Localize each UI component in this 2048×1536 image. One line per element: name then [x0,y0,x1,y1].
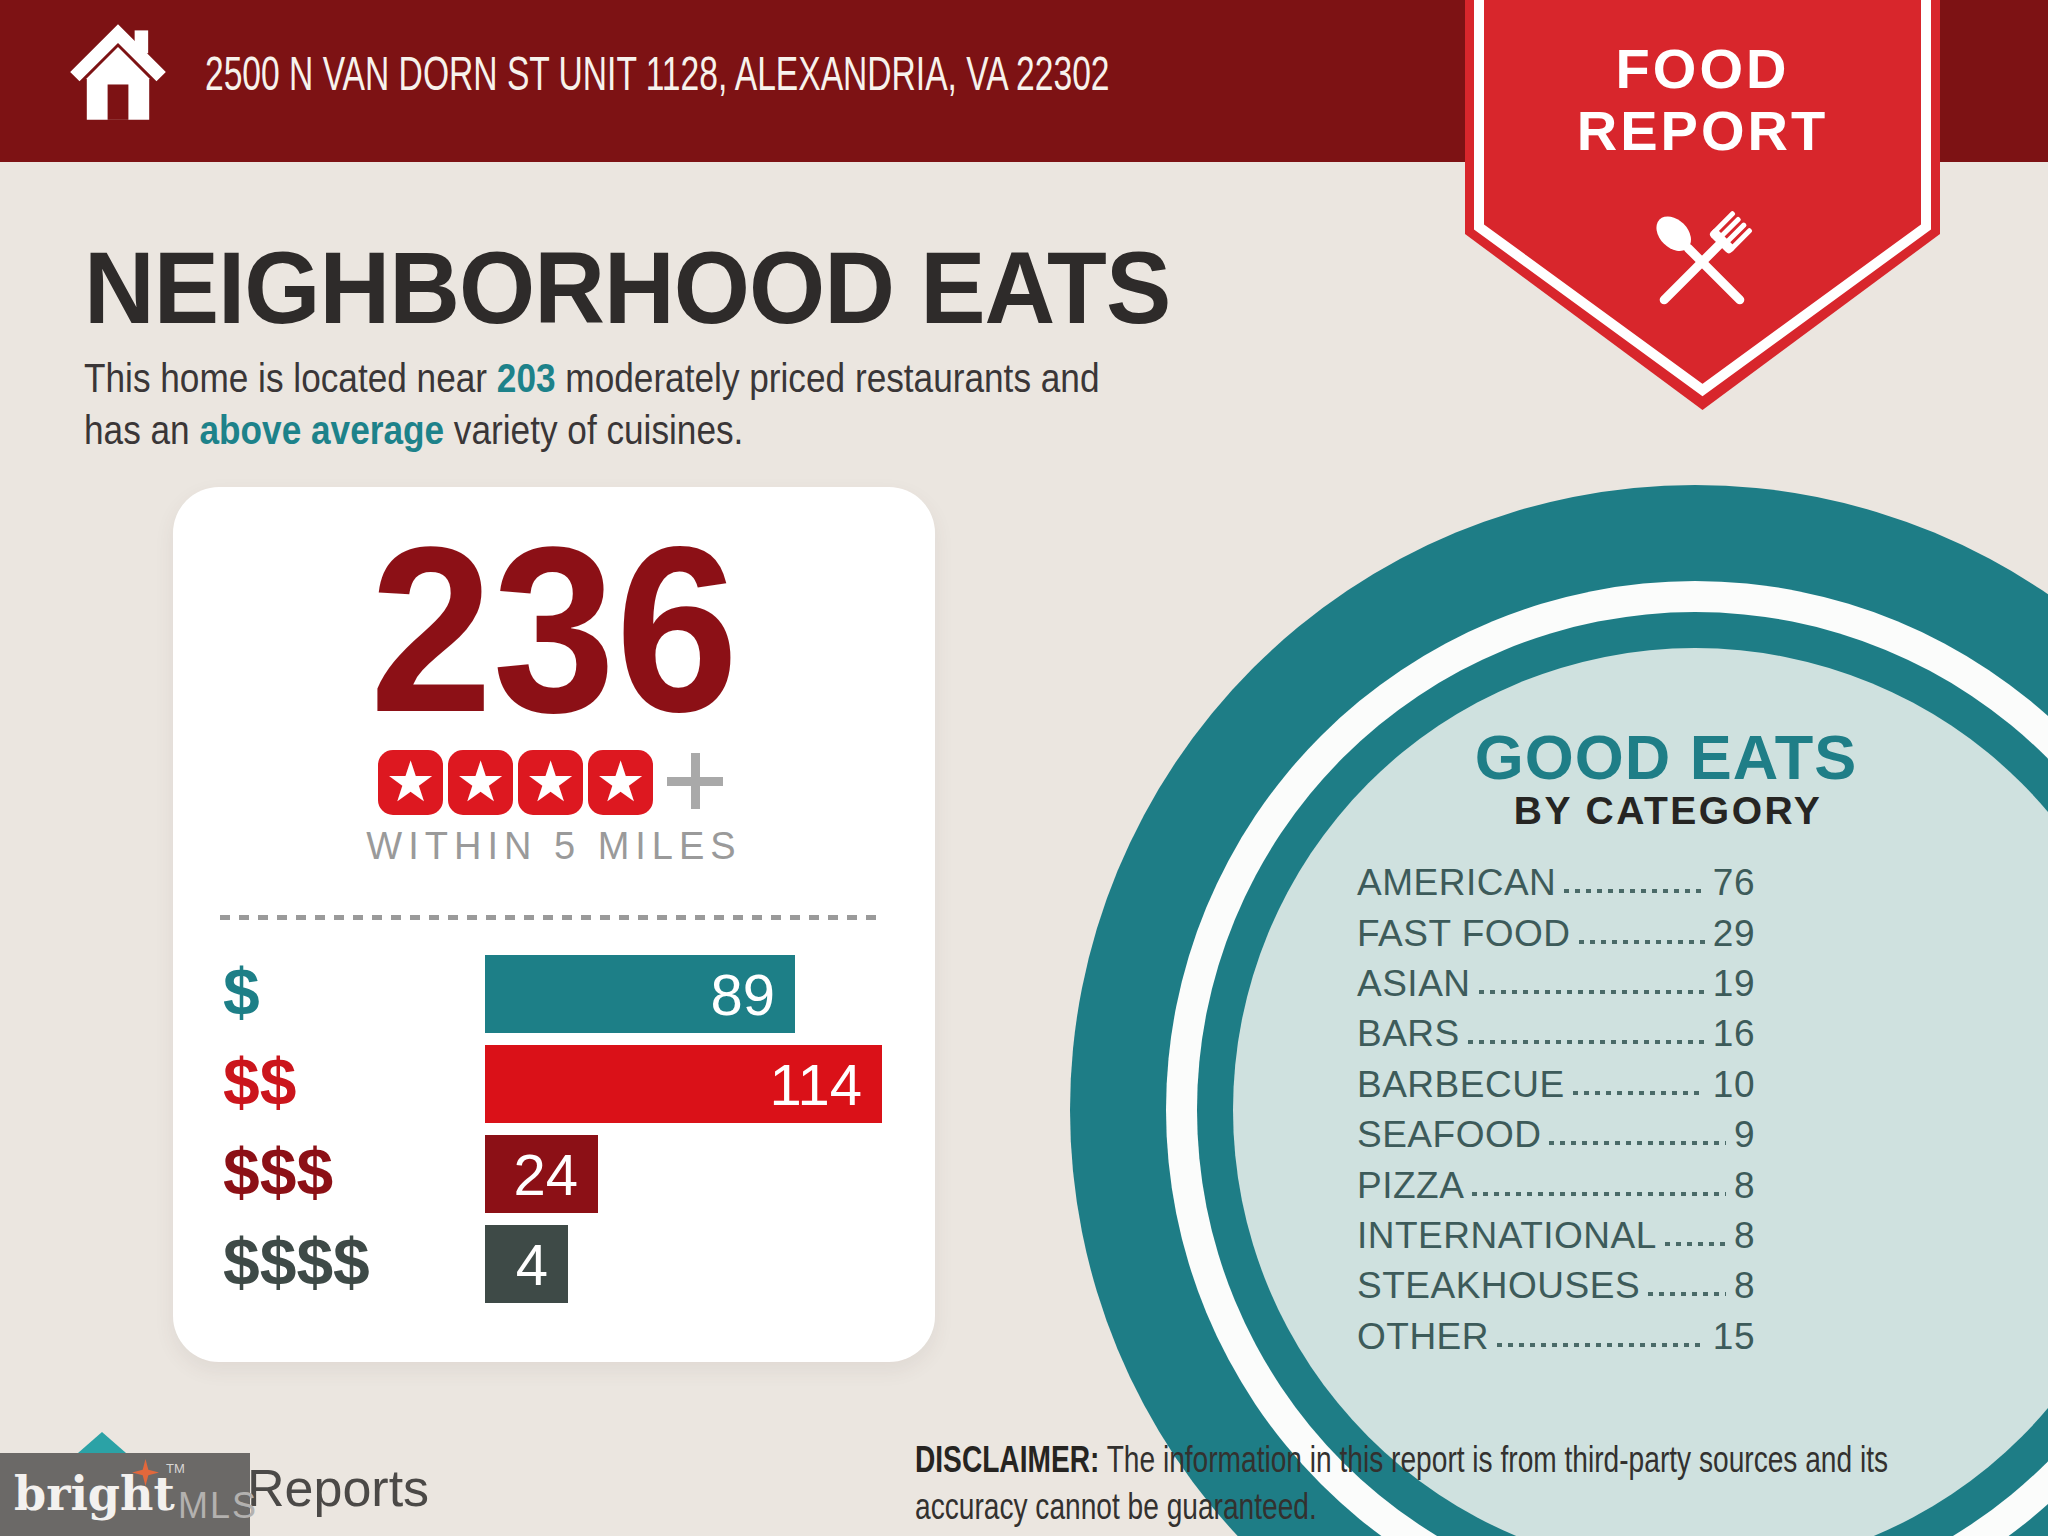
price-bar-row: $$$ 24 [173,1135,935,1213]
food-report-badge: FOOD REPORT [1465,0,1940,412]
category-value: 29 [1713,913,1755,955]
category-value: 19 [1713,963,1755,1005]
star-icon: ★ [518,750,583,815]
price-bar-row: $$ 114 [173,1045,935,1123]
reports-logo-roof-icon [78,1432,126,1453]
category-value: 8 [1734,1165,1755,1207]
category-row: STEAKHOUSES 8 [1357,1261,1755,1311]
category-row: OTHER 15 [1357,1312,1755,1362]
category-row: FAST FOOD 29 [1357,908,1755,958]
trademark-symbol: TM [166,1461,185,1476]
category-value: 76 [1713,862,1755,904]
price-tier-label: $$ [223,1045,296,1119]
category-value: 8 [1734,1265,1755,1307]
category-row: BARBECUE 10 [1357,1060,1755,1110]
bright-logo-star-icon [132,1459,159,1486]
price-tier-label: $$$ [223,1135,333,1209]
category-label: OTHER [1357,1316,1489,1358]
price-tier-label: $$$$ [223,1225,370,1299]
badge-title-line2: REPORT [1465,98,1940,163]
category-label: FAST FOOD [1357,913,1571,955]
disclaimer: DISCLAIMER: The information in this repo… [915,1436,1888,1530]
category-label: PIZZA [1357,1165,1464,1207]
category-row: AMERICAN 76 [1357,858,1755,908]
good-eats-subtitle: BY CATEGORY [1368,789,1968,833]
star-icon: ★ [448,750,513,815]
home-icon [66,20,170,124]
star-icon: ★ [588,750,653,815]
category-value: 10 [1713,1064,1755,1106]
price-tier-label: $ [223,955,260,1029]
reports-logo-text: Reports [247,1458,429,1518]
category-label: INTERNATIONAL [1357,1215,1657,1257]
category-value: 9 [1734,1114,1755,1156]
star-icon: ★ [378,750,443,815]
dotted-leader [1549,1141,1726,1145]
price-bar-value: 114 [770,1051,862,1118]
dotted-leader [1573,1091,1705,1095]
price-bars: $89 $$ 114 $$$ 24 $$$$ 4 [173,955,935,1303]
price-bar-value: 24 [513,1141,578,1208]
price-bar-row: $$$$ 4 [173,1225,935,1303]
property-address: 2500 N VAN DORN ST UNIT 1128, ALEXANDRIA… [205,50,1110,98]
category-value: 16 [1713,1013,1755,1055]
price-bar-value: 89 [710,961,775,1028]
category-label: BARBECUE [1357,1064,1565,1106]
price-bar: 24 [485,1135,598,1213]
dotted-leader [1564,889,1705,893]
total-restaurants: 236 [196,543,912,717]
category-row: SEAFOOD 9 [1357,1110,1755,1160]
dotted-leader [1665,1242,1726,1246]
price-bar: 4 [485,1225,568,1303]
category-label: SEAFOOD [1357,1114,1541,1156]
price-bar: 114 [485,1045,882,1123]
radius-caption: WITHIN 5 MILES [173,825,935,868]
price-bar-value: 4 [516,1231,548,1298]
dotted-leader [1468,1040,1705,1044]
dotted-leader [1648,1292,1726,1296]
restaurant-count: 203 [497,356,556,400]
variety-highlight: above average [199,408,444,452]
star-rating: ★★★★ [378,750,653,815]
price-bar-row: $89 [173,955,935,1033]
good-eats-title: GOOD EATS [1366,721,1966,793]
price-bar: 89 [485,955,795,1033]
badge-title-line1: FOOD [1465,36,1940,101]
dotted-leader [1479,990,1705,994]
category-list: AMERICAN 76 FAST FOOD 29 ASIAN 19 BARS 16 BARBEC… [1357,858,1755,1362]
category-label: AMERICAN [1357,862,1556,904]
category-value: 15 [1713,1316,1755,1358]
dashed-divider [220,915,885,920]
category-label: STEAKHOUSES [1357,1265,1640,1307]
category-row: PIZZA 8 [1357,1160,1755,1210]
category-value: 8 [1734,1215,1755,1257]
category-row: ASIAN 19 [1357,959,1755,1009]
category-row: INTERNATIONAL 8 [1357,1211,1755,1261]
mls-logo-text: MLS [178,1485,258,1527]
category-label: ASIAN [1357,963,1471,1005]
dotted-leader [1579,940,1705,944]
dotted-leader [1497,1343,1705,1347]
dotted-leader [1472,1192,1726,1196]
category-label: BARS [1357,1013,1460,1055]
category-row: BARS 16 [1357,1009,1755,1059]
page-title: NEIGHBORHOOD EATS [84,230,1170,347]
summary-card: 236 ★★★★ WITHIN 5 MILES $89$$114$$$24$$$… [173,487,935,1362]
plus-icon [667,753,723,809]
bright-mls-logo: bright TM MLS [0,1453,250,1536]
intro-paragraph: This home is located near 203 moderately… [84,352,1100,456]
